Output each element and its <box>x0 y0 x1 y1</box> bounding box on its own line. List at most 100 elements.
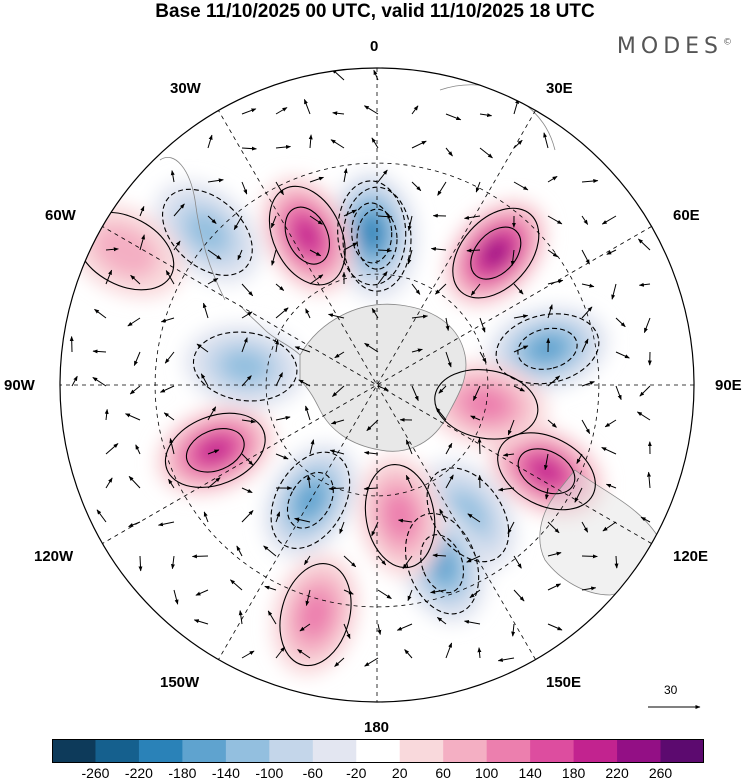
lon-label-60e: 60E <box>673 207 700 224</box>
wind-vector <box>271 249 277 266</box>
wind-vector <box>377 169 388 183</box>
contour-line <box>404 512 480 615</box>
wind-vector <box>170 555 175 570</box>
wind-vector <box>195 589 209 596</box>
wind-vector <box>275 283 285 291</box>
wind-vector <box>601 215 617 225</box>
wind-vector <box>404 649 413 659</box>
wind-vector <box>339 521 345 534</box>
wind-vector <box>366 419 379 431</box>
wind-vector <box>128 521 141 528</box>
wind-vector <box>207 277 219 285</box>
wind-vector <box>502 452 515 457</box>
colorbar-tick-label: 20 <box>391 765 408 781</box>
wind-vector <box>236 545 243 557</box>
wind-vector <box>309 249 322 257</box>
wind-vector <box>513 139 523 149</box>
lon-label-90e: 90E <box>715 377 742 394</box>
contour-line <box>284 206 330 265</box>
wind-vector <box>241 510 254 523</box>
wind-vector <box>363 486 379 491</box>
colorbar-tick-label: -180 <box>168 765 197 781</box>
wind-vector <box>402 555 413 570</box>
brand-mark: © <box>723 37 732 48</box>
contour-line <box>364 464 436 569</box>
contour-line <box>420 534 465 594</box>
wind-vector <box>636 411 651 421</box>
wind-vector <box>479 113 493 118</box>
colorbar-swatch <box>617 739 662 763</box>
wind-vector <box>411 314 428 319</box>
chart-title: Base 11/10/2025 00 UTC, valid 11/10/2025… <box>155 1 595 22</box>
latitude-circle <box>265 273 489 497</box>
colorbar-tick-label: -220 <box>124 765 153 781</box>
wind-vector <box>470 283 481 296</box>
wind-vector <box>479 317 486 333</box>
contour-line <box>517 448 576 495</box>
wind-vector <box>411 140 427 149</box>
brand-text: MODES <box>616 34 723 59</box>
colorbar-swatch <box>95 739 140 763</box>
wind-vector <box>640 516 651 523</box>
polar-map <box>59 67 701 709</box>
wind-vector <box>275 511 281 523</box>
wind-vector <box>105 443 119 455</box>
wind-vector <box>267 610 277 625</box>
reference-vector-label: 30 <box>664 683 678 697</box>
wind-vector <box>581 215 589 225</box>
contour-line <box>452 207 540 299</box>
colorbar-tick-label: 180 <box>561 765 586 781</box>
wind-vector <box>241 108 257 115</box>
wind-vector <box>328 486 345 491</box>
anomaly-cell <box>295 221 319 251</box>
lon-label-0: 0 <box>370 38 379 55</box>
contour-line <box>470 226 522 280</box>
anomaly-cell <box>485 241 507 265</box>
wind-vector <box>547 623 563 631</box>
wind-vector <box>445 147 453 157</box>
wind-vector <box>241 487 253 494</box>
wind-vector <box>377 589 392 600</box>
contour-line <box>162 188 253 276</box>
colorbar-tick-label: -100 <box>255 765 284 781</box>
wind-vector <box>411 181 422 191</box>
wind-vector <box>639 385 651 397</box>
colorbar-tick-label: 60 <box>435 765 451 781</box>
wind-vector <box>497 657 515 662</box>
wind-vector <box>411 283 421 295</box>
wind-vector <box>135 444 141 455</box>
wind-vector <box>127 317 141 327</box>
contour-lines <box>75 180 600 667</box>
wind-vector <box>477 437 482 455</box>
wind-vector <box>297 649 311 659</box>
wind-vector <box>547 175 558 183</box>
wind-vector <box>129 385 141 395</box>
wind-vector <box>430 589 447 594</box>
wind-vector <box>328 313 345 319</box>
wind-vector <box>233 215 243 231</box>
colorbar-swatch <box>530 739 575 763</box>
wind-vector <box>343 242 358 251</box>
wind-vector <box>334 351 345 359</box>
wind-vector <box>405 474 413 489</box>
wind-vector <box>270 215 277 229</box>
wind-vector <box>275 415 291 421</box>
colorbar-swatch <box>52 739 96 763</box>
wind-vector <box>377 248 392 253</box>
graticule <box>60 68 694 702</box>
wind-vector <box>605 483 617 489</box>
wind-vector <box>547 521 560 534</box>
wind-vector <box>241 337 248 353</box>
wind-vector <box>547 279 564 285</box>
wind-vector <box>581 283 595 288</box>
lon-label-150e: 150E <box>546 674 582 691</box>
wind-vector <box>241 453 254 466</box>
meridian-line <box>102 226 652 544</box>
wind-vector <box>581 179 599 183</box>
wind-vector <box>466 248 481 253</box>
wind-vector <box>207 134 213 149</box>
wind-vector <box>604 419 617 428</box>
wind-vector <box>332 385 345 397</box>
wind-vector <box>96 509 107 523</box>
wind-vector <box>125 413 141 421</box>
